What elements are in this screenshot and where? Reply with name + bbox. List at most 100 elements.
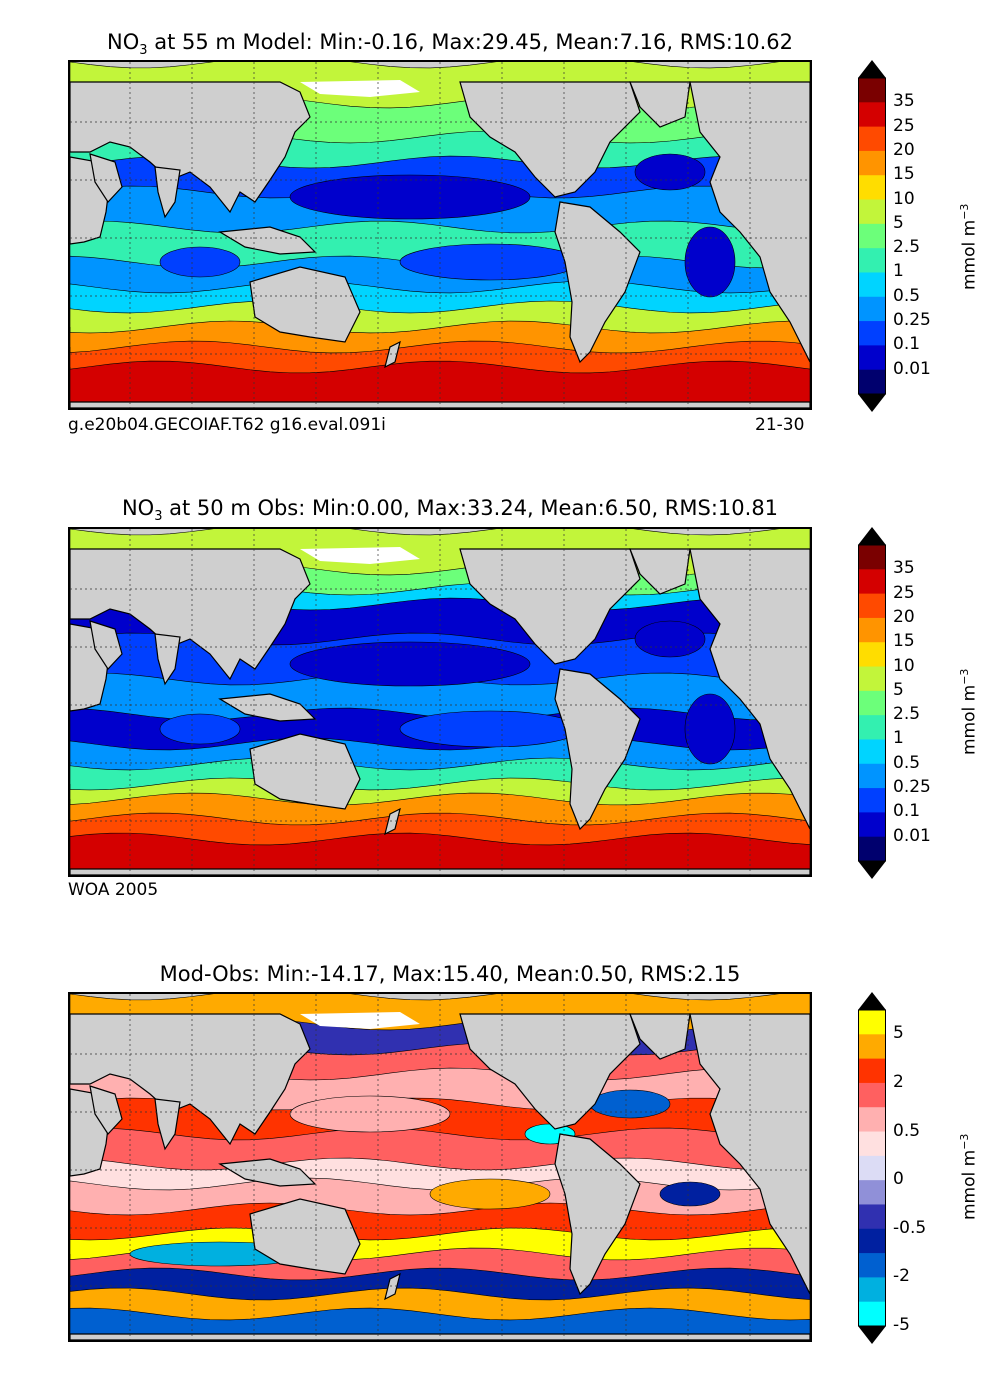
map-obs [68,527,812,877]
colorbar-swatch [858,1058,886,1084]
map-difference [68,992,812,1342]
colorbar-tick-label: 0 [893,1169,904,1190]
panel-title-obs: NO3 at 50 m Obs: Min:0.00, Max:33.24, Me… [0,496,900,524]
antarctica-land [70,868,810,875]
colorbar-tick-label: 1 [893,728,904,749]
contour-blob [289,641,531,687]
map-canvas [70,62,810,408]
arctic-missing-data [300,80,420,97]
colorbar-swatch [858,321,886,346]
colorbar-outline [858,1009,886,1327]
colorbar-swatch [858,223,886,249]
colorbar-swatch [858,345,886,371]
indonesia-land [218,693,317,722]
colorbar-canvas [858,527,886,879]
title-subscript: 3 [139,43,148,59]
greenland-land [629,548,691,595]
colorbar-tick-label: 0.01 [893,358,931,379]
unit-exponent: −3 [958,668,971,685]
contour-band [70,360,810,408]
colorbar-swatch [858,1131,886,1157]
contour-blob [659,1181,721,1207]
colorbar-tick-label: 1 [893,261,904,282]
year-range-label: 21-30 [755,415,805,435]
colorbar-tick-label: 5 [893,1023,904,1044]
colorbar-swatch [858,369,886,395]
colorbar-swatch [858,296,886,322]
colorbar-tick-label: -5 [893,1315,910,1335]
colorbar-swatch [858,812,886,838]
north-america-land [459,1013,641,1130]
colorbar-swatch [858,1155,886,1181]
colorbar-tick-label: 5 [893,679,904,700]
colorbar-swatch [858,199,886,225]
contour-blob [289,1095,451,1133]
colorbar-tick-label: 0.1 [893,334,921,355]
contour-blob [289,174,531,220]
eurasia-land [70,1013,311,1146]
colorbar-model [858,60,886,412]
colorbar-swatch [858,715,886,740]
colorbar-swatch [858,1082,886,1108]
colorbar-swatch [858,666,886,692]
title-rest: at 55 m Model: Min:-0.16, Max:29.45, Mea… [147,30,793,54]
colorbar-swatch [858,788,886,813]
newzealand-land [384,807,401,836]
colorbar-swatch [858,102,886,128]
panel-title-model: NO3 at 55 m Model: Min:-0.16, Max:29.45,… [0,30,900,58]
colorbar-tick-label: 20 [893,606,915,627]
contour-blob [429,1178,551,1210]
colorbar-swatch [858,1180,886,1205]
colorbar-tick-label: 0.25 [893,777,931,798]
run-name-label: g.e20b04.GECOIAF.T62 g16.eval.091i [68,415,386,435]
colorbar-swatch [858,1010,886,1035]
contour-blob [684,226,736,298]
newzealand-land [384,340,401,369]
colorbar-unit-diff: mmol m−3 [958,1134,980,1220]
colorbar-swatch [858,690,886,716]
colorbar-tick-label: -0.5 [893,1217,927,1238]
map-canvas [70,994,810,1340]
greenland-land [629,1013,691,1060]
colorbar-swatch [858,1034,886,1060]
eurasia-land [70,548,311,681]
colorbar-swatch [858,175,886,201]
map-canvas [70,529,810,875]
arabia-land [89,153,123,203]
colorbar-tick-label: 0.5 [893,285,921,306]
colorbar-tick-label: 15 [893,164,915,185]
colorbar-unit-model: mmol m−3 [958,204,980,290]
unit-label: mmol m [959,684,980,755]
contour-blob [634,620,706,658]
colorbar-tick-label: 0.5 [893,752,921,773]
contour-blob [634,153,706,191]
north-america-land [459,81,641,198]
contour-blob [399,710,581,748]
contour-blob [589,1089,671,1119]
colorbar-extend-max [858,992,886,1010]
colorbar-tick-label: 10 [893,188,915,209]
contour-blob [159,713,241,745]
title-main: Mod-Obs: Min:-14.17, Max:15.40, Mean:0.5… [159,962,741,986]
colorbar-tick-label: 10 [893,655,915,676]
colorbar-swatch [858,150,886,176]
colorbar-tick-label: 2 [893,1071,904,1092]
unit-exponent: −3 [958,1133,971,1150]
colorbar-tick-label: 5 [893,212,904,233]
colorbar-swatch [858,272,886,298]
australia-land [249,266,361,343]
colorbar-swatch [858,126,886,152]
colorbar-swatch [858,1228,886,1254]
colorbar-swatch [858,763,886,789]
australia-land [249,1198,361,1275]
colorbar-canvas [858,60,886,412]
india-land [154,633,181,686]
colorbar-swatch [858,1107,886,1133]
australia-land [249,733,361,810]
colorbar-swatch [858,642,886,668]
colorbar-swatch [858,617,886,643]
colorbar-swatch [858,78,886,103]
colorbar-swatch [858,593,886,619]
map-model [68,60,812,410]
colorbar-extend-max [858,60,886,78]
